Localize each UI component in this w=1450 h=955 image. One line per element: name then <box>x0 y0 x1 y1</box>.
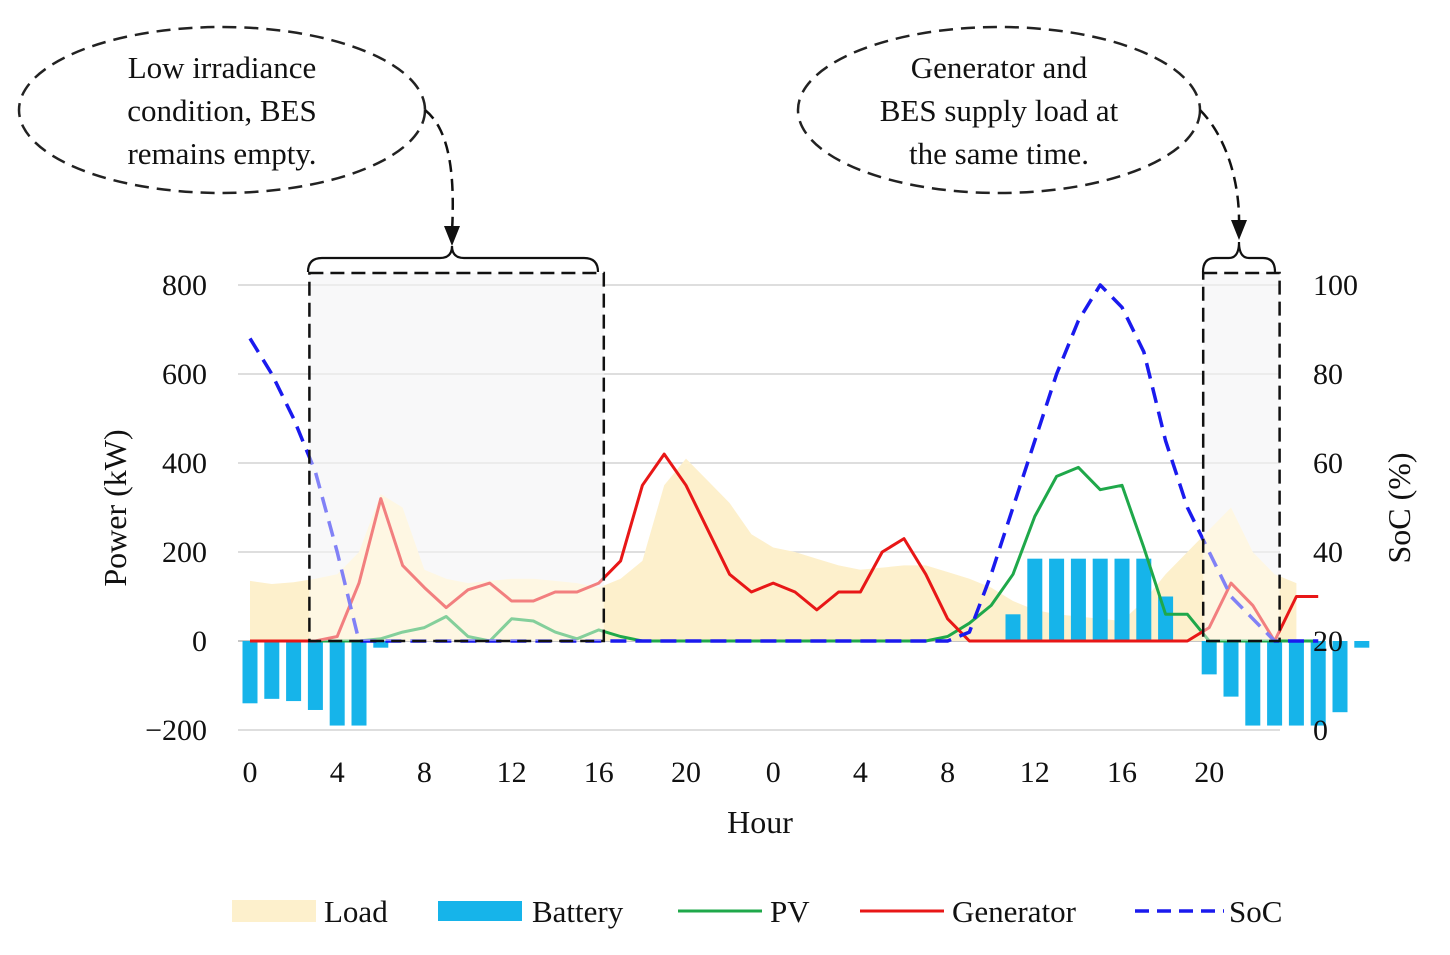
battery-bar-51 <box>1354 641 1370 648</box>
shade-overlays <box>308 271 1281 643</box>
y-left-tick-1: 600 <box>162 358 207 391</box>
callout-left-brace <box>306 245 600 273</box>
battery-bar-38 <box>1070 558 1086 641</box>
battery-bar-3 <box>307 641 323 710</box>
x-tick-5: 20 <box>671 756 701 789</box>
legend-pv-label: PV <box>770 894 810 929</box>
callout-left-line-2: condition, BES <box>127 93 316 128</box>
soc-line-series <box>248 283 1319 643</box>
x-tick-6: 0 <box>766 756 781 789</box>
battery-bar-47 <box>1267 641 1283 726</box>
pv-line <box>250 465 1319 643</box>
y-left-tick-3: 200 <box>162 536 207 569</box>
x-tick-11: 20 <box>1194 756 1224 789</box>
callout-right-line-2: BES supply load at <box>880 93 1119 128</box>
y-right-tick-0: 100 <box>1313 269 1358 302</box>
shaded-region-frame-0 <box>308 271 606 643</box>
x-tick-2: 8 <box>417 756 432 789</box>
battery-bar-5 <box>351 641 367 726</box>
load-area <box>250 458 1297 641</box>
battery-bar-41 <box>1136 558 1152 641</box>
y-right-tick-labels: 100 80 60 40 20 0 <box>1313 269 1358 747</box>
legend-battery-swatch <box>438 901 522 921</box>
battery-bar-49 <box>1310 641 1326 726</box>
y-right-tick-2: 60 <box>1313 447 1343 480</box>
battery-bar-48 <box>1288 641 1304 726</box>
battery-bar-44 <box>1201 641 1217 675</box>
x-tick-10: 16 <box>1107 756 1137 789</box>
soc-line <box>248 283 1319 643</box>
battery-bar-39 <box>1092 558 1108 641</box>
y-left-tick-4: 0 <box>192 625 207 658</box>
y-left-tick-2: 400 <box>162 447 207 480</box>
y-right-tick-5: 0 <box>1313 714 1328 747</box>
load-area-series <box>250 458 1297 641</box>
callout-left-arrow <box>424 109 455 233</box>
shaded-region-frame-1 <box>1201 271 1281 643</box>
battery-bar-series <box>242 558 1370 726</box>
y-right-tick-4: 20 <box>1313 625 1343 658</box>
x-tick-8: 8 <box>940 756 955 789</box>
callout-right-brace <box>1201 241 1277 273</box>
legend: Load Battery PV Generator SoC <box>232 894 1282 929</box>
battery-bar-46 <box>1245 641 1261 726</box>
legend-soc-label: SoC <box>1229 894 1282 929</box>
callout-right: Generator and BES supply load at the sam… <box>796 25 1277 273</box>
battery-bar-35 <box>1005 614 1021 641</box>
x-tick-0: 0 <box>243 756 258 789</box>
callout-left-arrowhead <box>444 226 460 246</box>
callout-right-line-1: Generator and <box>911 50 1088 85</box>
callout-left-line-1: Low irradiance <box>128 50 316 85</box>
x-tick-labels: 0 4 8 12 16 20 0 4 8 12 16 20 <box>243 756 1225 789</box>
callout-right-line-3: the same time. <box>909 136 1089 171</box>
legend-battery-label: Battery <box>532 894 624 929</box>
battery-bar-42 <box>1158 596 1174 641</box>
x-tick-7: 4 <box>853 756 868 789</box>
battery-bar-0 <box>242 641 258 704</box>
y-left-tick-labels: 800 600 400 200 0 −200 <box>145 269 207 747</box>
legend-load-label: Load <box>324 894 388 929</box>
x-tick-9: 12 <box>1020 756 1050 789</box>
x-tick-1: 4 <box>330 756 345 789</box>
legend-load-swatch <box>232 900 316 922</box>
y-left-tick-0: 800 <box>162 269 207 302</box>
callout-right-arrowhead <box>1231 220 1247 240</box>
y-right-tick-1: 80 <box>1313 358 1343 391</box>
callout-left: Low irradiance condition, BES remains em… <box>17 25 600 273</box>
y-left-axis-title: Power (kW) <box>97 429 133 586</box>
legend-generator-label: Generator <box>952 894 1077 929</box>
battery-bar-45 <box>1223 641 1239 697</box>
x-tick-3: 12 <box>497 756 527 789</box>
y-right-tick-3: 40 <box>1313 536 1343 569</box>
battery-bar-6 <box>373 641 389 648</box>
battery-bar-4 <box>329 641 345 726</box>
battery-bar-37 <box>1049 558 1065 641</box>
battery-bar-1 <box>264 641 280 699</box>
battery-bar-2 <box>286 641 302 702</box>
generator-line <box>250 452 1319 643</box>
x-axis-title: Hour <box>727 804 793 840</box>
x-tick-4: 16 <box>584 756 614 789</box>
y-right-axis-title: SoC (%) <box>1381 452 1417 563</box>
battery-bar-36 <box>1027 558 1043 641</box>
callout-left-line-3: remains empty. <box>127 136 316 171</box>
battery-bar-50 <box>1332 641 1348 713</box>
y-left-tick-5: −200 <box>145 714 207 747</box>
callout-right-arrow <box>1199 109 1241 226</box>
battery-bar-40 <box>1114 558 1130 641</box>
